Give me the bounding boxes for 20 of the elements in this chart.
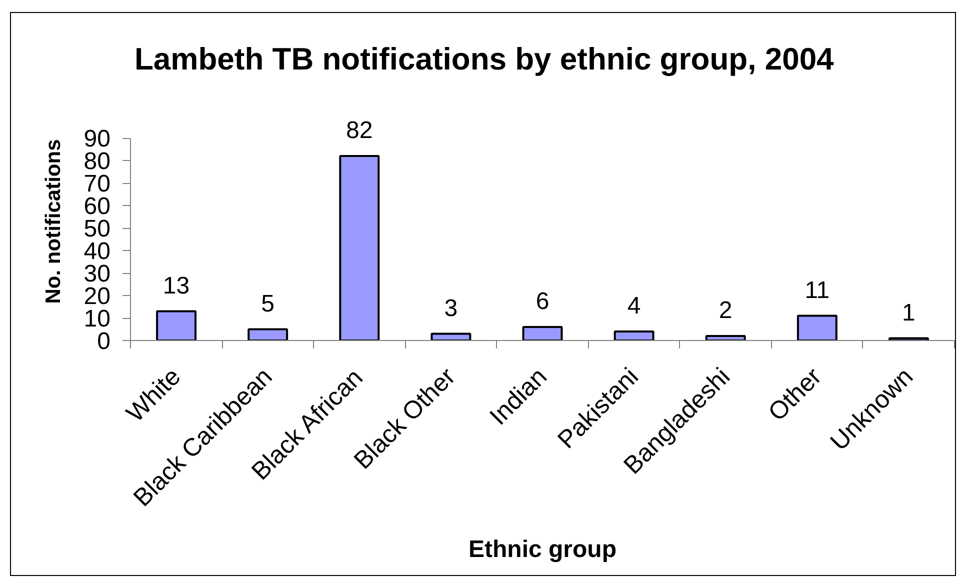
data-label: 13 — [162, 272, 190, 300]
data-label: 4 — [627, 292, 641, 320]
data-label: 82 — [346, 117, 373, 144]
bar — [248, 328, 288, 340]
x-axis-title: Ethnic group — [468, 536, 616, 564]
data-label: 11 — [804, 276, 830, 304]
bar — [156, 310, 197, 340]
bar — [796, 314, 838, 340]
chart-title: Lambeth TB notifications by ethnic group, 2004 — [134, 42, 835, 76]
data-label: 6 — [536, 288, 550, 316]
y-axis-title: No. notifications — [42, 139, 65, 304]
bar — [705, 335, 746, 340]
data-label: 3 — [444, 294, 458, 322]
bar — [339, 155, 380, 340]
data-label: 5 — [261, 290, 275, 318]
bar — [614, 330, 654, 340]
bar — [430, 332, 472, 340]
data-label: 2 — [718, 297, 732, 324]
data-label: 1 — [902, 299, 916, 326]
bar — [522, 326, 563, 340]
